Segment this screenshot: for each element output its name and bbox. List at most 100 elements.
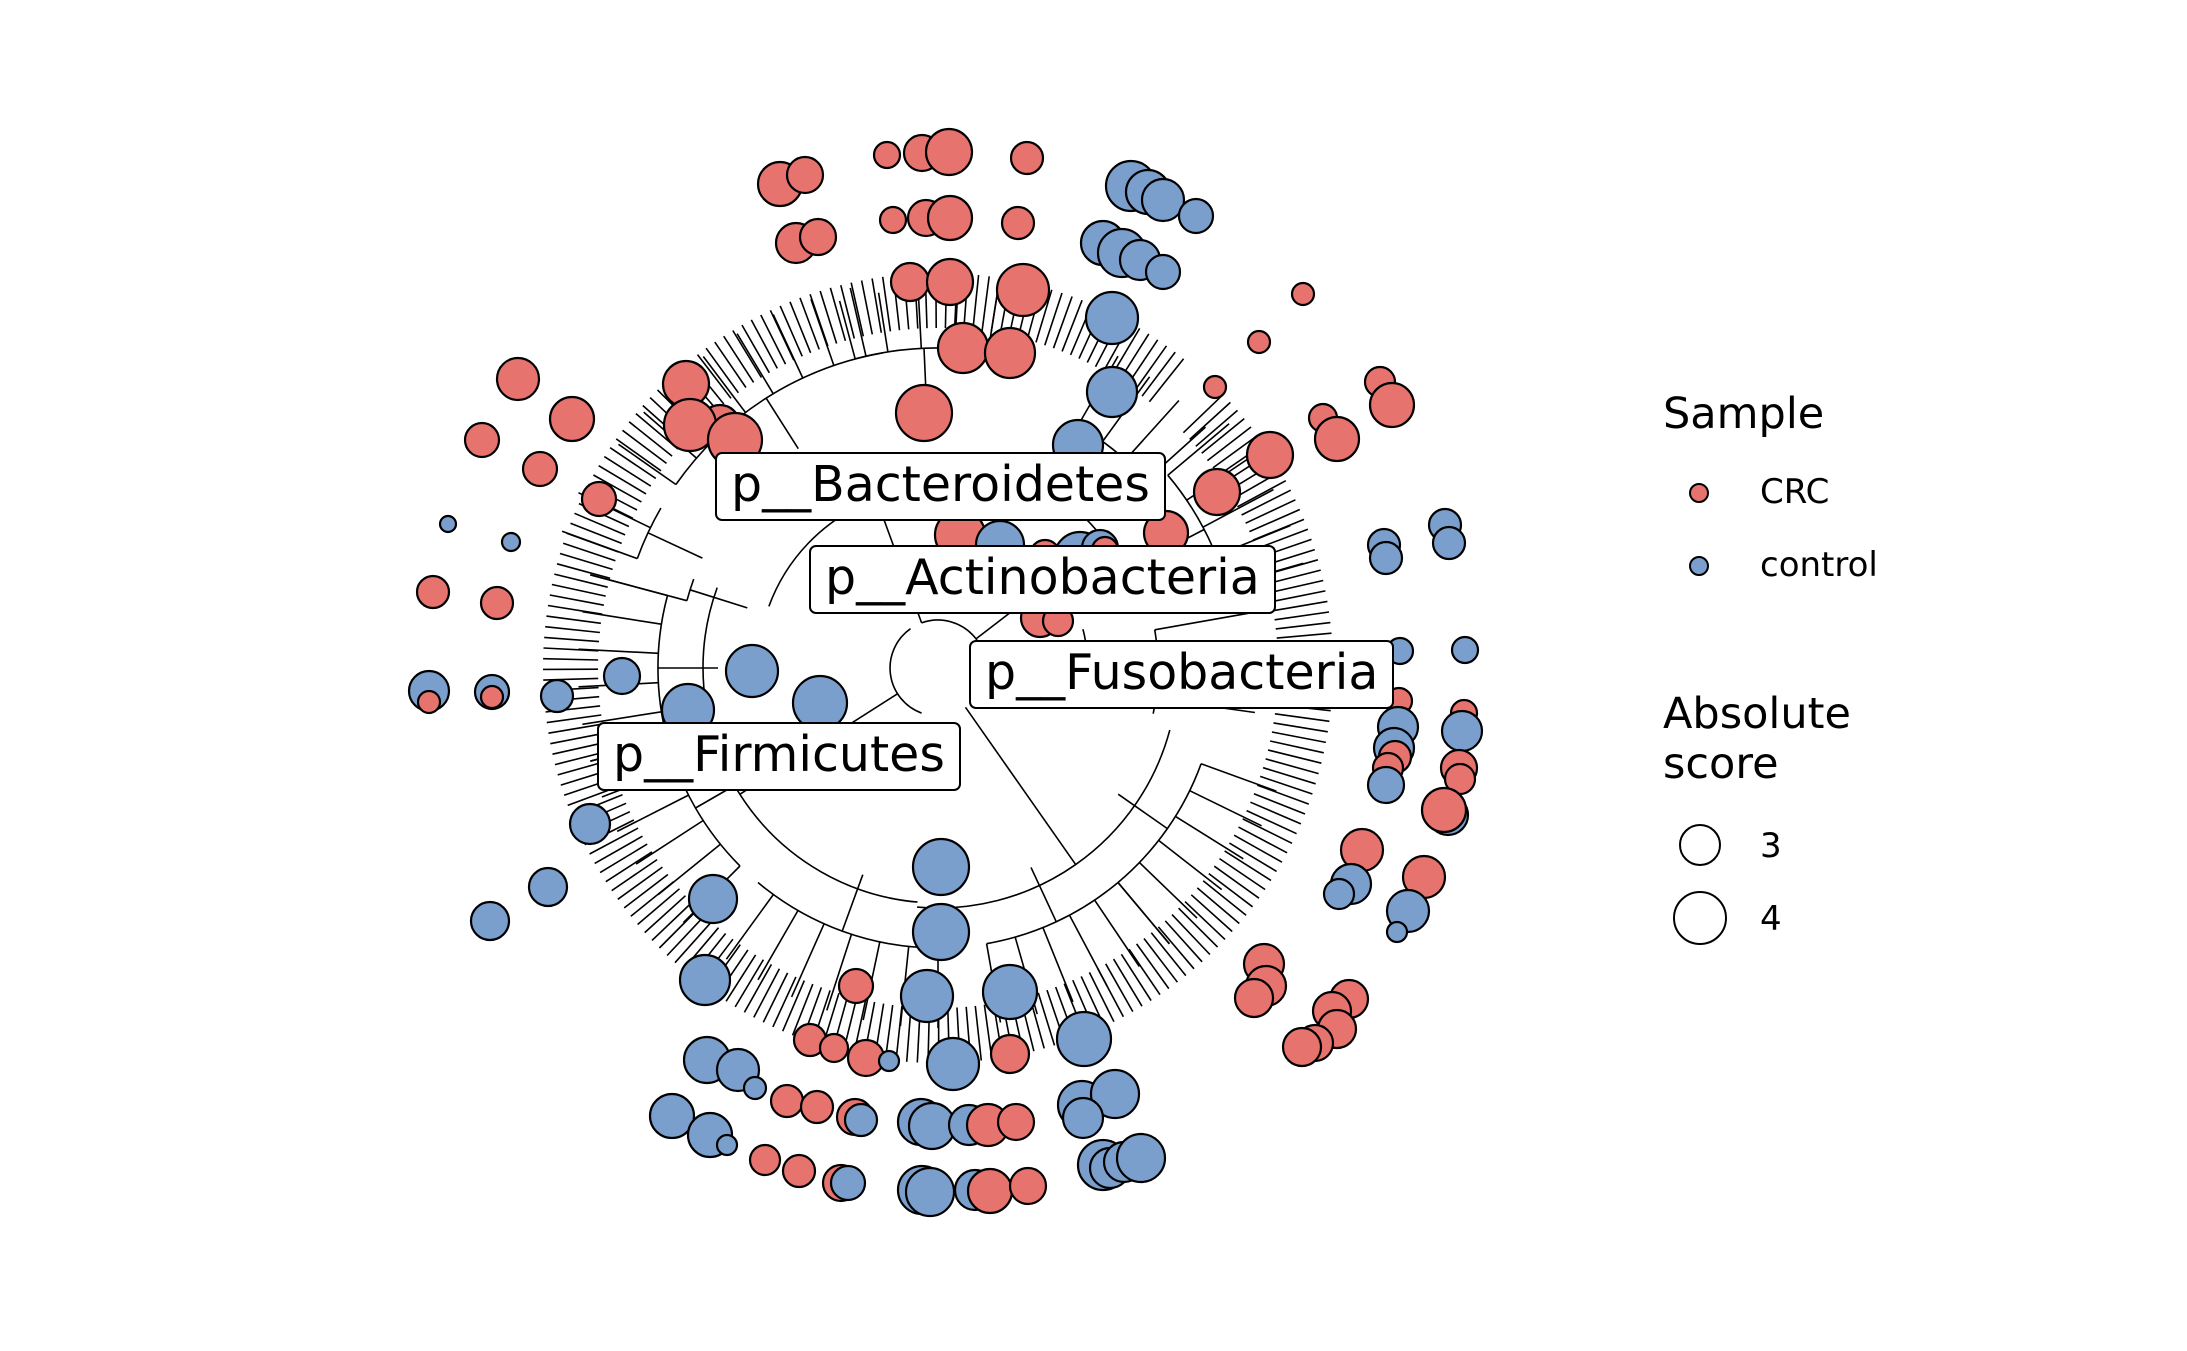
crc-node <box>818 1032 850 1064</box>
control-node <box>539 678 575 714</box>
clade-connector <box>1117 793 1168 830</box>
legend-key-control <box>1689 556 1709 576</box>
leaf-branch <box>1157 926 1195 970</box>
control-node <box>1085 365 1139 419</box>
crc-node <box>996 1102 1036 1142</box>
leaf-branch <box>860 280 874 335</box>
control-node <box>1089 1068 1141 1120</box>
leaf-branch <box>734 959 765 1008</box>
clade-branch <box>635 819 704 865</box>
control-node <box>904 1166 956 1218</box>
legend-label-score-4: 4 <box>1760 899 1782 939</box>
leaf-branch <box>615 438 662 472</box>
crc-node <box>1192 467 1242 517</box>
leaf-branch <box>1275 621 1331 630</box>
control-node <box>602 656 642 696</box>
control-node <box>1385 920 1409 944</box>
leaf-branch <box>547 604 603 615</box>
crc-node <box>966 1167 1014 1215</box>
leaf-branch <box>1233 834 1283 863</box>
control-node <box>1440 709 1484 753</box>
clade-branch <box>736 333 774 395</box>
leaf-branch <box>1274 611 1330 621</box>
crc-node <box>936 321 990 375</box>
leaf-branch <box>1105 963 1134 1012</box>
control-node <box>1084 290 1140 346</box>
leaf-branch <box>1269 579 1324 594</box>
leaf-branch <box>562 542 616 562</box>
crc-node <box>872 140 902 170</box>
clade-branch <box>1158 839 1223 891</box>
leaf-branch <box>981 276 990 332</box>
leaf-branch <box>550 732 605 745</box>
clade-branch <box>849 287 867 357</box>
crc-node <box>894 383 954 443</box>
control-node <box>1366 765 1406 805</box>
crc-node <box>889 261 931 303</box>
leaf-branch <box>543 647 599 652</box>
crc-node <box>416 689 442 715</box>
legend-label-control: control <box>1760 545 1878 585</box>
leaf-branch <box>566 532 619 553</box>
leaf-branch <box>1052 296 1073 349</box>
control-node <box>911 902 971 962</box>
control-node <box>843 1102 879 1138</box>
leaf-branch <box>705 347 740 394</box>
leaf-branch <box>556 563 611 580</box>
leaf-branch <box>603 455 652 487</box>
crc-node <box>1202 374 1228 400</box>
leaf-branch <box>1267 749 1322 764</box>
crc-node <box>1245 430 1295 480</box>
crc-node <box>781 1153 817 1189</box>
leaf-branch <box>1276 632 1332 639</box>
clade-branch <box>1093 899 1140 967</box>
control-node <box>527 866 569 908</box>
leaf-branch <box>829 287 847 342</box>
leaf-branch <box>1274 713 1330 723</box>
leaf-branch <box>1135 943 1170 990</box>
clade-branch <box>1117 881 1171 945</box>
crc-node <box>521 450 559 488</box>
leaf-branch <box>622 429 667 465</box>
control-node <box>899 968 955 1024</box>
legend-label-crc: CRC <box>1760 472 1830 512</box>
clade-branch <box>616 794 689 833</box>
clade-branch <box>1175 815 1244 860</box>
leaf-branch <box>760 314 787 365</box>
crc-node <box>925 257 975 307</box>
leaf-branch <box>1201 417 1245 454</box>
tree-nodes <box>407 127 1484 1218</box>
leaf-branch <box>1259 775 1313 795</box>
leaf-branch <box>762 972 789 1023</box>
leaf-branch <box>666 914 706 957</box>
leaf-branch <box>1148 358 1185 403</box>
leaf-branch <box>605 851 653 883</box>
clade-branch <box>790 923 825 998</box>
legend-key-crc <box>1689 483 1709 503</box>
clade-branch <box>1042 927 1074 1003</box>
leaf-branch <box>895 1006 903 1061</box>
clade-connector <box>1030 867 1058 923</box>
leaf-branch <box>630 881 675 917</box>
leaf-branch <box>1238 826 1288 854</box>
clade-branch <box>1124 399 1180 461</box>
leaf-branch <box>789 301 812 354</box>
leaf-branch <box>549 594 605 606</box>
leaf-branch <box>1267 569 1321 585</box>
crc-node <box>995 262 1051 318</box>
crc-node <box>495 356 541 402</box>
leaf-branch <box>611 858 658 892</box>
leaf-branch <box>1271 590 1326 603</box>
leaf-branch <box>623 873 669 909</box>
leaf-branch <box>1150 932 1187 977</box>
leaf-branch <box>972 275 980 330</box>
leaf-branch <box>1262 766 1316 785</box>
leaf-branch <box>723 335 755 383</box>
crc-node <box>798 217 838 257</box>
legend-key-score-3 <box>1679 824 1721 866</box>
control-node <box>1055 1010 1113 1068</box>
leaf-branch <box>1184 901 1226 940</box>
leaf-branch <box>609 447 657 480</box>
leaf-branch <box>1253 792 1306 815</box>
legend-sample-title: Sample <box>1663 389 1825 439</box>
